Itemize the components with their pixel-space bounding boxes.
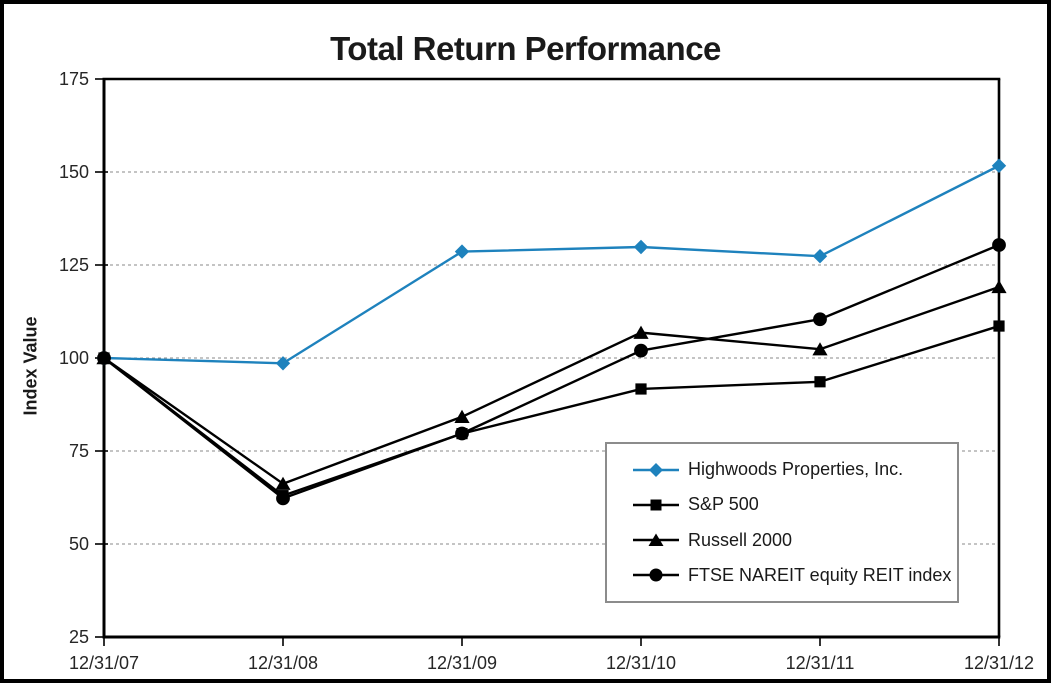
legend-label-sp500: S&P 500 bbox=[688, 494, 759, 515]
y-tick-label: 125 bbox=[59, 255, 89, 275]
chart-title: Total Return Performance bbox=[330, 30, 721, 67]
marker-circle bbox=[813, 312, 827, 327]
legend-marker-diamond-icon bbox=[633, 462, 679, 477]
marker-square bbox=[993, 320, 1005, 332]
marker-triangle bbox=[275, 476, 291, 490]
y-tick-label: 175 bbox=[59, 69, 89, 89]
marker-square bbox=[814, 376, 826, 388]
series-line-s-p-500 bbox=[103, 324, 1000, 497]
y-tick-label: 150 bbox=[59, 162, 89, 182]
y-tick-label: 50 bbox=[69, 534, 89, 554]
x-tick-label: 12/31/07 bbox=[69, 653, 139, 673]
marker-triangle bbox=[454, 409, 470, 423]
y-tick-label: 75 bbox=[69, 441, 89, 461]
legend: Highwoods Properties, Inc. S&P 500 Russe… bbox=[605, 442, 959, 603]
x-tick-label: 12/31/10 bbox=[606, 653, 676, 673]
marker-diamond bbox=[812, 249, 828, 264]
series-russell-2000 bbox=[96, 279, 1007, 490]
series-line-russell-2000 bbox=[103, 285, 1000, 485]
legend-marker-triangle-icon bbox=[633, 533, 679, 547]
legend-item-highwoods: Highwoods Properties, Inc. bbox=[633, 459, 953, 480]
legend-item-russell: Russell 2000 bbox=[633, 530, 953, 551]
marker-circle bbox=[992, 238, 1006, 252]
series-highwoods-properties-inc bbox=[96, 158, 1007, 371]
marker-circle bbox=[97, 351, 111, 365]
y-axis-title: Index Value bbox=[20, 316, 41, 416]
marker-circle bbox=[455, 426, 469, 441]
series-line-ftse-nareit-equity-reit-index bbox=[103, 243, 1000, 500]
legend-item-sp500: S&P 500 bbox=[633, 494, 953, 515]
marker-triangle bbox=[991, 279, 1007, 294]
legend-label-highwoods: Highwoods Properties, Inc. bbox=[688, 459, 904, 480]
marker-triangle bbox=[633, 325, 649, 339]
legend-label-russell: Russell 2000 bbox=[688, 529, 793, 550]
x-tick-label: 12/31/08 bbox=[248, 653, 318, 673]
x-tick-label: 12/31/09 bbox=[427, 653, 497, 673]
legend-label-ftse-nareit: FTSE NAREIT equity REIT index bbox=[688, 564, 952, 585]
marker-diamond bbox=[454, 244, 470, 259]
marker-diamond bbox=[633, 239, 649, 255]
marker-circle bbox=[634, 343, 648, 358]
x-tick-label: 12/31/12 bbox=[964, 653, 1034, 673]
y-tick-label: 25 bbox=[69, 627, 89, 647]
x-tick-label: 12/31/11 bbox=[786, 653, 855, 673]
y-tick-label: 100 bbox=[59, 348, 89, 368]
series-ftse-nareit-equity-reit-index bbox=[97, 238, 1006, 506]
marker-triangle bbox=[812, 342, 828, 356]
legend-marker-circle-icon bbox=[633, 568, 679, 582]
legend-marker-square-icon bbox=[633, 499, 679, 511]
series-line-highwoods-properties-inc bbox=[103, 164, 1000, 365]
marker-diamond bbox=[275, 356, 291, 371]
marker-circle bbox=[276, 491, 290, 506]
legend-item-ftse-nareit: FTSE NAREIT equity REIT index bbox=[633, 565, 953, 586]
marker-diamond bbox=[991, 158, 1007, 173]
marker-square bbox=[635, 383, 647, 395]
